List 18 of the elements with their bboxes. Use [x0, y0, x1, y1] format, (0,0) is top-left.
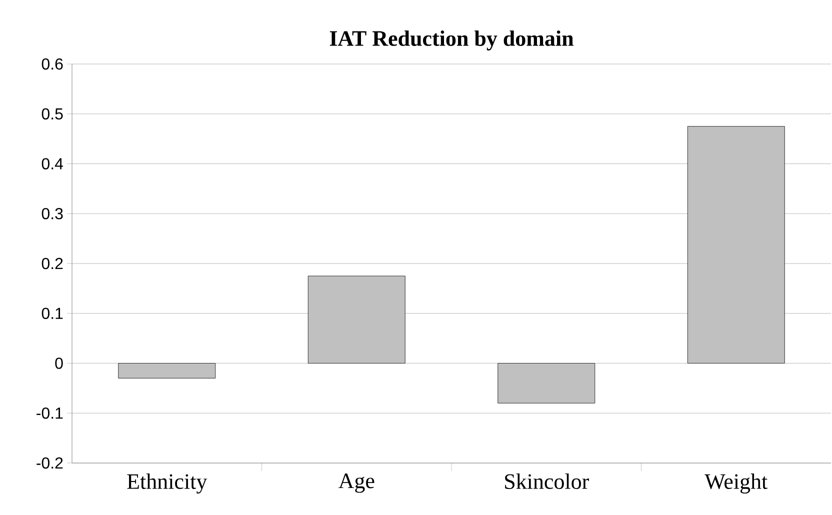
bar — [118, 363, 216, 378]
y-tick-label: -0.1 — [36, 407, 63, 419]
x-tick-label: Age — [338, 474, 374, 493]
y-tick-label: 0.1 — [42, 308, 63, 320]
chart-title: IAT Reduction by domain — [330, 30, 574, 50]
y-tick-label: -0.2 — [36, 457, 63, 469]
y-tick-label: 0.4 — [42, 158, 63, 170]
x-tick-label: Weight — [704, 474, 768, 494]
bar — [308, 276, 406, 364]
x-tick-label: Ethnicity — [127, 474, 208, 494]
y-tick-label: 0 — [55, 358, 63, 369]
y-tick-label: 0.5 — [42, 108, 63, 120]
bar — [687, 126, 785, 364]
y-tick-label: 0.6 — [42, 58, 63, 70]
x-tick-label: Skincolor — [505, 474, 589, 490]
y-tick-label: 0.2 — [42, 258, 63, 270]
bar — [498, 363, 596, 404]
y-tick-label: 0.3 — [42, 208, 63, 220]
